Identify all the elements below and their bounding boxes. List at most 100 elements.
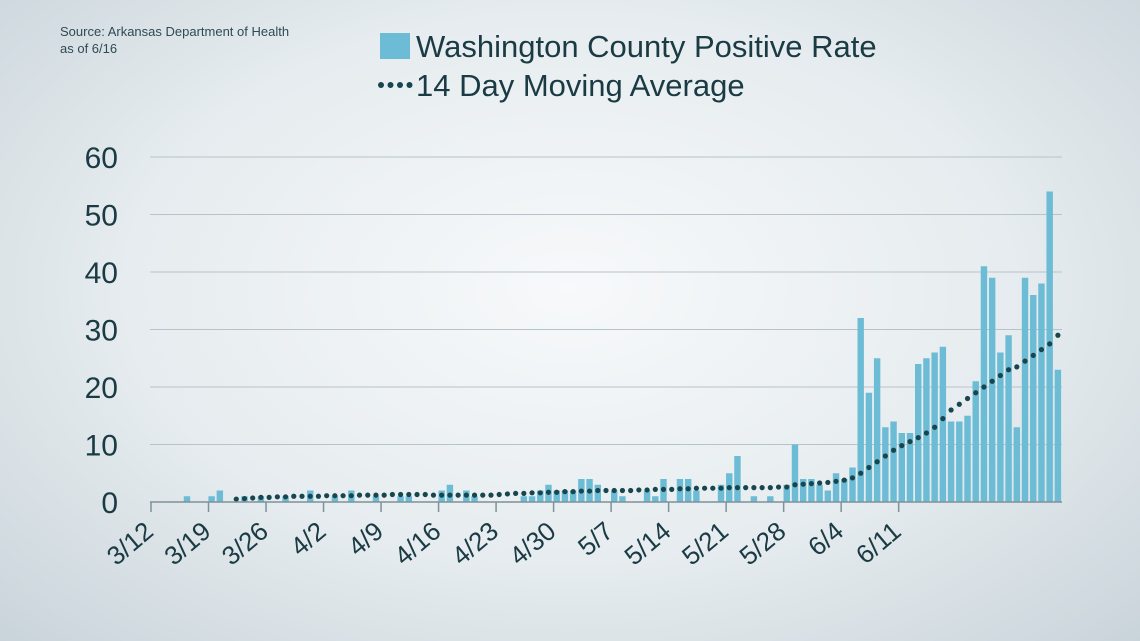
average-point [874, 459, 880, 465]
bar [594, 484, 601, 502]
legend-dot [387, 82, 394, 88]
bar [832, 473, 840, 502]
x-tick-label: 3/12 [101, 516, 159, 572]
source-note: Source: Arkansas Department of Health as… [60, 23, 289, 57]
average-point [841, 477, 847, 483]
legend-average-label: 14 Day Moving Average [416, 68, 745, 103]
bar [619, 496, 626, 502]
bar [553, 490, 560, 502]
bar [873, 358, 881, 502]
bar [537, 490, 544, 502]
average-point [619, 487, 626, 494]
bar [208, 496, 215, 502]
average-point [356, 492, 363, 498]
bar [808, 479, 815, 502]
average-point [1055, 332, 1061, 338]
average-point [907, 439, 913, 445]
bar [915, 364, 922, 502]
average-point [899, 443, 905, 449]
bar [1021, 277, 1029, 502]
average-point [858, 470, 864, 476]
legend-dot [397, 82, 403, 88]
average-point [759, 485, 765, 491]
bar [988, 277, 996, 502]
legend-dot [378, 82, 384, 88]
average-point [406, 491, 412, 498]
x-tick-label: 4/2 [284, 516, 331, 562]
average-point [751, 485, 757, 491]
average-point [537, 490, 543, 496]
bar [569, 490, 577, 502]
average-point [701, 485, 708, 491]
average-point [455, 492, 461, 498]
bar [939, 346, 947, 502]
average-point [669, 486, 675, 492]
x-axis: 3/12 3/19 3/26 4/2 4/9 4/16 4/23 4/30 5/7 5/14 5/2… [101, 502, 907, 571]
average-point [636, 487, 642, 493]
average-point [521, 490, 527, 496]
y-tick-label: 0 [101, 487, 118, 520]
legend-bar-label: Washington County Positive Rate [416, 29, 877, 64]
x-tick-label: 4/16 [388, 516, 446, 572]
average-point [447, 492, 453, 498]
average-point [488, 492, 494, 498]
as-of-date: as of 6/16 [60, 41, 118, 56]
average-point [414, 491, 420, 498]
x-tick-label: 3/26 [216, 516, 274, 572]
legend-dotted-swatch [378, 82, 413, 88]
average-point [430, 492, 437, 498]
bar [791, 444, 799, 502]
x-tick-label: 5/21 [676, 516, 734, 572]
bar [652, 496, 659, 502]
bar [898, 433, 905, 502]
average-point [480, 492, 486, 498]
average-point [570, 489, 576, 495]
average-point [652, 486, 658, 492]
average-point [307, 493, 313, 499]
bar [643, 490, 651, 502]
average-point [373, 492, 379, 498]
bar [520, 496, 528, 502]
legend-dot [406, 82, 413, 88]
bar-series [183, 191, 1062, 502]
bar [972, 381, 979, 502]
average-point [1022, 358, 1028, 364]
average-point [595, 487, 601, 494]
bar [183, 496, 191, 502]
x-tick-label: 5/7 [572, 516, 619, 562]
moving-average-series [233, 332, 1061, 502]
average-point [882, 453, 888, 459]
average-point [439, 492, 445, 498]
legend-bar-swatch [380, 33, 410, 59]
bar [783, 484, 790, 502]
average-point [767, 485, 773, 491]
bar [611, 490, 618, 502]
average-point [726, 485, 732, 491]
x-tick-label: 6/4 [802, 516, 849, 562]
bar [865, 392, 873, 502]
average-point [348, 493, 354, 499]
average-point [562, 489, 568, 495]
bar [750, 496, 758, 502]
x-tick-label: 6/11 [850, 516, 907, 570]
average-point [677, 486, 683, 492]
average-point [513, 490, 519, 496]
average-point [422, 491, 428, 498]
average-point [833, 478, 839, 484]
average-point [603, 487, 609, 494]
bar [561, 490, 569, 502]
average-point [792, 482, 798, 488]
bar [372, 496, 380, 502]
average-point [1005, 367, 1012, 373]
bar [331, 496, 339, 502]
average-point [817, 480, 823, 486]
average-point [496, 491, 502, 498]
average-point [685, 486, 691, 492]
bar [1046, 191, 1053, 502]
x-tick-label: 5/14 [618, 516, 676, 572]
bar [816, 484, 823, 502]
average-point [628, 487, 634, 494]
average-point [291, 493, 297, 499]
bar [964, 415, 971, 502]
average-point [973, 390, 979, 396]
